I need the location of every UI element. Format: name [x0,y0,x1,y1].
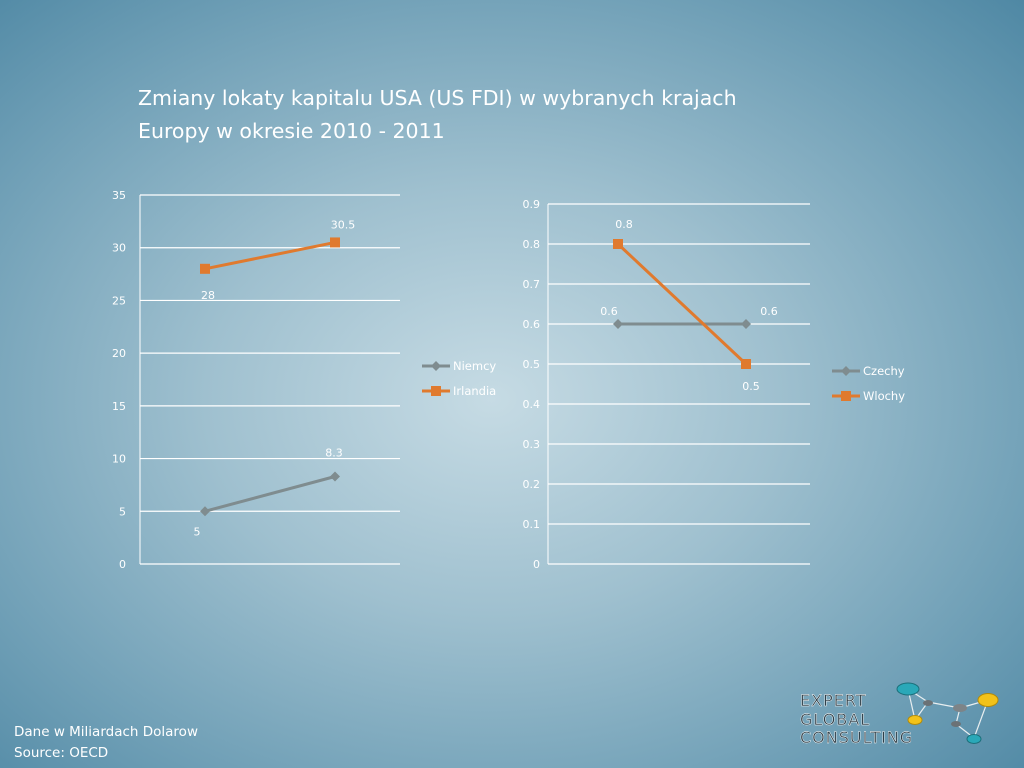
y-tick-label: 25 [112,294,126,307]
data-point [330,471,340,482]
y-tick-label: 0.4 [523,398,541,411]
data-label: 0.8 [615,218,633,231]
y-tick-label: 0.8 [523,238,541,251]
data-label: 30.5 [331,218,356,231]
series-line-wlochy [616,242,748,366]
y-tick-label: 0 [119,558,126,571]
series-line-niemcy [204,475,336,513]
footer-source: Source: OECD [14,745,109,761]
data-point [741,319,751,329]
data-point [613,239,623,249]
y-tick-label: 35 [112,189,126,202]
y-tick-label: 30 [112,242,126,255]
legend-marker [841,391,851,401]
legend-marker [431,386,441,396]
data-point [200,263,210,274]
y-tick-label: 0.5 [523,358,541,371]
company-logo: EXPERT GLOBAL CONSULTING [800,678,1015,758]
page-title: Zmiany lokaty kapitalu USA (US FDI) w wy… [138,82,838,148]
data-label: 28 [201,289,215,302]
y-tick-label: 0.2 [523,478,541,491]
legend-label-czechy: Czechy [863,364,905,378]
series-line-irlandia [204,240,336,271]
data-point [613,319,623,329]
data-point [330,237,340,248]
data-label: 5 [194,525,201,538]
data-label: 0.6 [760,305,778,318]
data-label: 8.3 [325,446,343,459]
data-label: 0.6 [600,305,618,318]
data-point [200,506,210,517]
logo-line-1: EXPERT [800,691,867,710]
y-tick-label: 0.3 [523,438,541,451]
y-tick-label: 0 [533,558,540,571]
footer-units: Dane w Miliardach Dolarow [14,724,198,740]
y-tick-label: 0.7 [523,278,541,291]
data-point [741,359,751,369]
y-tick-label: 10 [112,453,126,466]
y-tick-label: 0.9 [523,198,541,211]
logo-network-icon [896,682,999,744]
logo-line-3: CONSULTING [800,728,914,747]
title-line-1: Zmiany lokaty kapitalu USA (US FDI) w wy… [138,86,737,110]
data-label: 0.5 [742,380,760,393]
logo-line-2: GLOBAL [800,710,871,729]
legend-label-niemcy: Niemcy [453,359,496,373]
footer-note: Dane w Miliardach Dolarow Source: OECD [14,722,198,764]
y-tick-label: 15 [112,400,126,413]
y-tick-label: 0.1 [523,518,541,531]
legend-marker [841,366,851,376]
legend-label-wlochy: Wlochy [863,389,905,403]
y-tick-label: 0.6 [523,318,541,331]
legend-marker [431,361,441,371]
y-tick-label: 5 [119,505,126,518]
title-line-2: Europy w okresie 2010 - 2011 [138,119,445,143]
y-tick-label: 20 [112,347,126,360]
legend-label-irlandia: Irlandia [453,384,496,398]
